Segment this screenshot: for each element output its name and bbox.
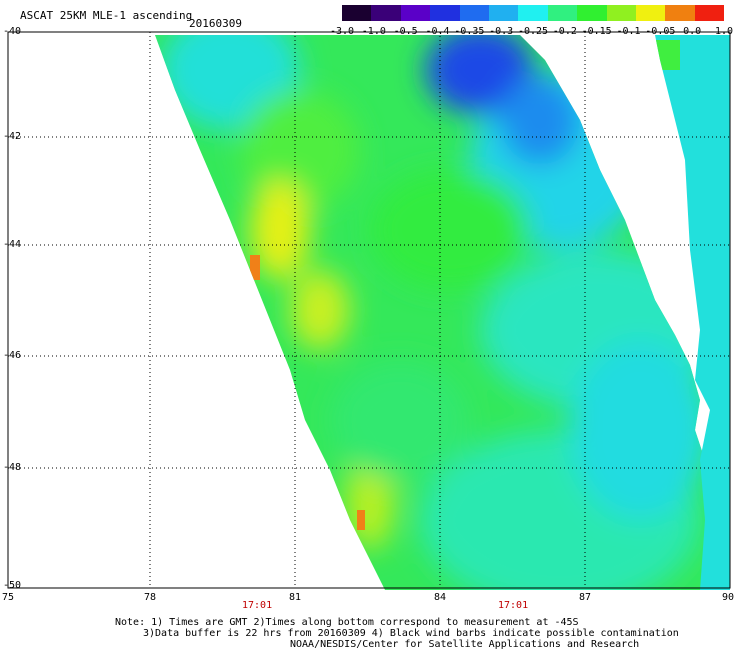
colorbar-segment bbox=[400, 5, 431, 21]
map-date: 20160309 bbox=[189, 17, 242, 30]
colorbar-segment bbox=[518, 5, 548, 21]
x-tick-label: 81 bbox=[288, 592, 302, 603]
colorbar-segment bbox=[606, 5, 636, 21]
map-title: ASCAT 25KM MLE-1 ascending bbox=[20, 9, 193, 22]
colorbar-segment bbox=[371, 5, 401, 21]
y-tick-label: -40 bbox=[3, 26, 22, 37]
colorbar-segment bbox=[459, 5, 489, 21]
colorbar-segment bbox=[665, 5, 695, 21]
y-tick-label: -44 bbox=[3, 239, 22, 250]
x-tick-label: 84 bbox=[433, 592, 447, 603]
y-tick-label: -46 bbox=[3, 350, 22, 361]
swath-main bbox=[155, 35, 725, 590]
y-tick-label: -50 bbox=[3, 580, 22, 591]
colorbar-segment bbox=[635, 5, 666, 21]
map-frame bbox=[7, 31, 731, 589]
colorbar-segment bbox=[577, 5, 607, 21]
pass-time-label: 17:01 bbox=[242, 600, 273, 611]
x-tick-label: 75 bbox=[1, 592, 15, 603]
x-tick-label: 87 bbox=[578, 592, 592, 603]
pass-time-label: 17:01 bbox=[498, 600, 529, 611]
colorbar-segment bbox=[547, 5, 578, 21]
colorbar-segment bbox=[488, 5, 519, 21]
grid-lines bbox=[8, 32, 730, 588]
y-tick-label: -42 bbox=[3, 131, 22, 142]
colorbar-segment bbox=[430, 5, 460, 21]
colorbar-segment bbox=[342, 5, 372, 21]
y-tick-label: -48 bbox=[3, 462, 22, 473]
colorbar-segment bbox=[694, 5, 725, 21]
x-tick-label: 78 bbox=[143, 592, 157, 603]
x-tick-label: 90 bbox=[721, 592, 735, 603]
note-line-3: NOAA/NESDIS/Center for Satellite Applica… bbox=[290, 639, 640, 650]
note-line-1: Note: 1) Times are GMT 2)Times along bot… bbox=[115, 617, 579, 628]
colorbar bbox=[342, 5, 725, 21]
note-line-2: 3)Data buffer is 22 hrs from 20160309 4)… bbox=[143, 628, 679, 639]
